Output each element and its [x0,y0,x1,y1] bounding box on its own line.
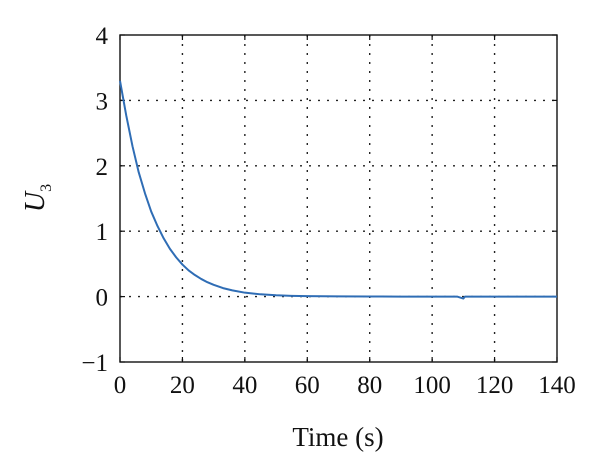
y-tick-label: −1 [81,350,108,377]
y-tick-labels: −1 0 1 2 3 4 [81,23,108,377]
x-tick-label: 40 [232,372,257,399]
y-axis-title: U3 [20,184,55,212]
x-tick-label: 0 [114,372,127,399]
x-tick-label: 100 [413,372,451,399]
y-tick-label: 3 [96,88,109,115]
x-axis-title: Time (s) [292,422,383,452]
x-tick-label: 80 [357,372,382,399]
svg-text:U3: U3 [20,184,55,212]
y-axis-title-main: U [20,190,51,212]
x-tick-label: 60 [295,372,320,399]
plot-frame [119,34,558,363]
x-tick-label: 140 [538,372,576,399]
y-tick-label: 4 [96,23,109,50]
grid [120,35,557,362]
y-tick-label: 2 [96,154,109,181]
series-line [119,80,557,300]
ticks [119,34,558,363]
y-tick-label: 0 [96,285,109,312]
x-tick-label: 120 [476,372,514,399]
y-axis-title-subscript: 3 [38,184,55,192]
y-tick-label: 1 [96,219,109,246]
series-group [119,80,557,300]
x-tick-label: 20 [170,372,195,399]
x-tick-labels: 0 20 40 60 80 100 120 140 [114,372,576,399]
